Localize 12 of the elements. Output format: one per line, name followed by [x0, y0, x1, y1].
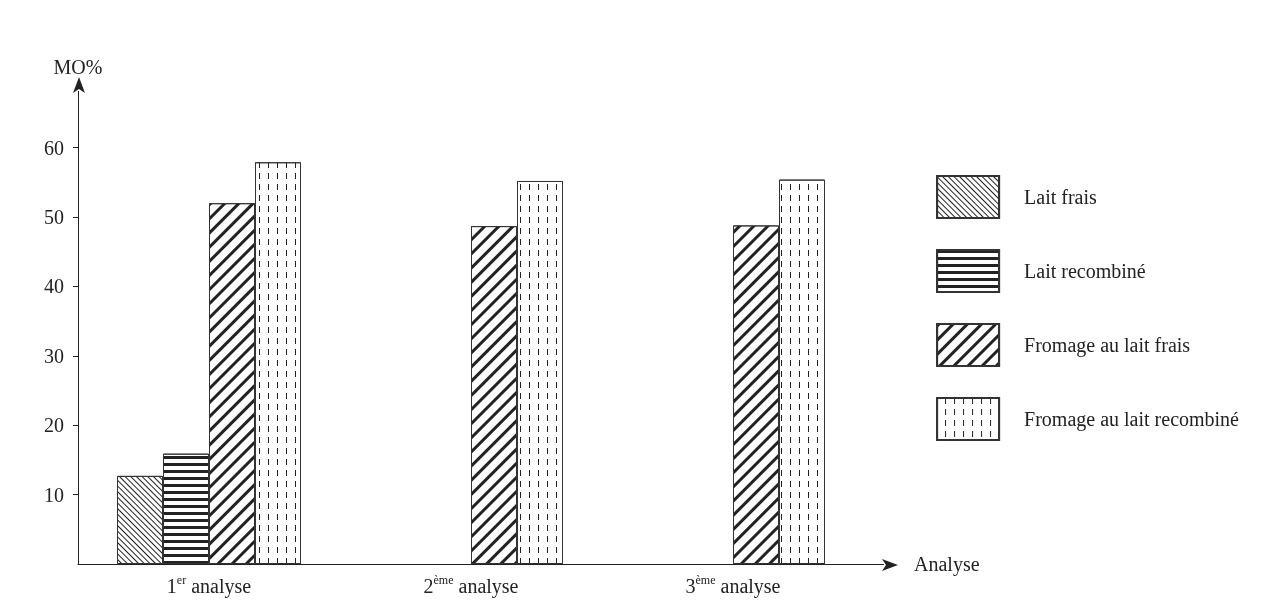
- legend-label: Fromage au lait recombiné: [1024, 408, 1240, 431]
- legend-label: Lait frais: [1024, 186, 1098, 208]
- y-tick-label: 50: [44, 206, 64, 229]
- x-axis-title: Analyse: [914, 553, 980, 576]
- y-tick-label: 40: [44, 275, 64, 298]
- legend-label: Fromage au lait frais: [1024, 334, 1191, 357]
- y-axis-title: MO%: [53, 56, 103, 78]
- y-tick-label: 30: [44, 344, 64, 367]
- legend-label: Lait recombiné: [1024, 260, 1146, 282]
- y-tick-label: 10: [44, 483, 64, 506]
- y-tick-label: 20: [44, 414, 64, 437]
- y-tick-label: 60: [44, 136, 64, 159]
